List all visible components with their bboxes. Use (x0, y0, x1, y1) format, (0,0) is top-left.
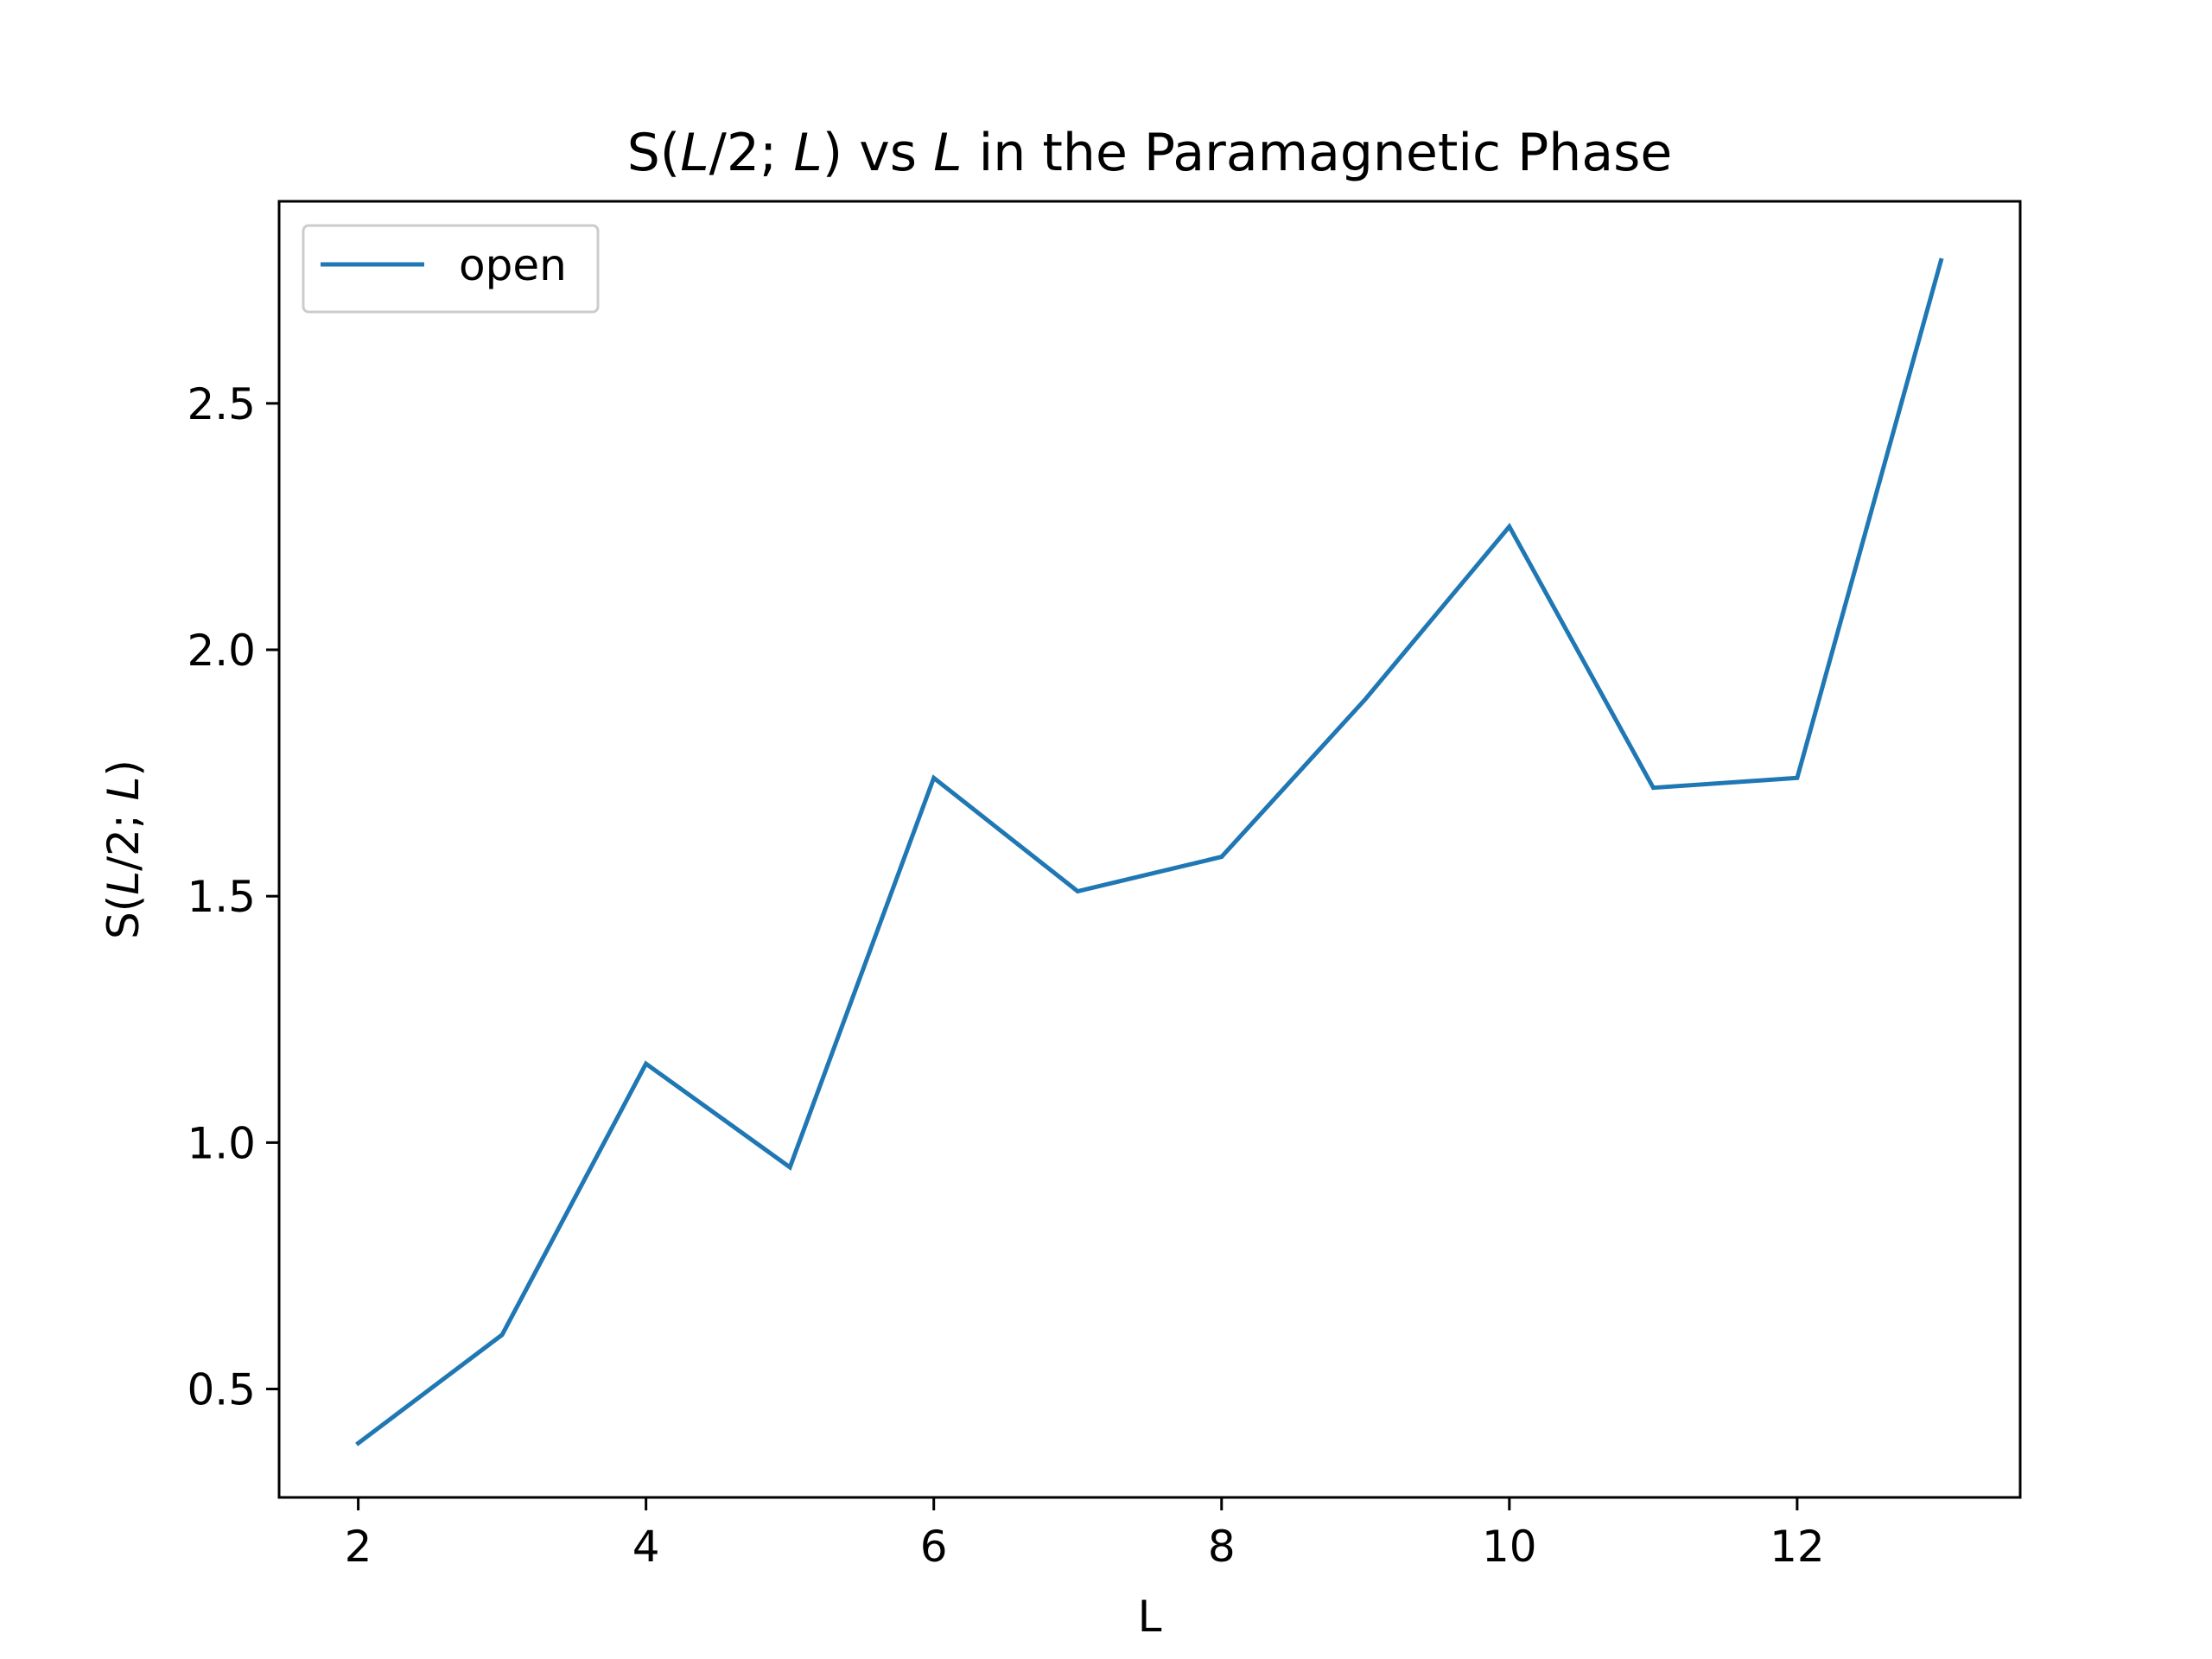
y-tick-label: 2.5 (187, 379, 256, 429)
x-tick-label: 8 (1208, 1522, 1236, 1572)
chart-title: S(L/2; L) vs L in the Paramagnetic Phase (627, 123, 1673, 183)
x-tick-label: 6 (920, 1522, 948, 1572)
legend-label-open: open (459, 240, 567, 290)
y-tick-label: 0.5 (187, 1365, 256, 1415)
y-tick-label: 1.0 (187, 1118, 256, 1168)
legend: open (302, 224, 600, 314)
series-layer (355, 257, 1944, 1446)
plot-frame (277, 200, 2022, 1499)
legend-box (302, 224, 600, 314)
x-axis-label: L (1138, 1592, 1162, 1642)
y-axis-label: S(L/2; L) (99, 760, 149, 939)
series-line-open (355, 257, 1944, 1446)
y-tick-label: 1.5 (187, 872, 256, 922)
x-tick-label: 2 (345, 1522, 372, 1572)
x-tick-label: 12 (1770, 1522, 1825, 1572)
x-tick-label: 4 (632, 1522, 660, 1572)
y-tick-label: 2.0 (187, 626, 256, 676)
x-tick-label: 10 (1482, 1522, 1537, 1572)
x-axis: 2 4 6 8 10 12 (345, 1497, 1825, 1572)
y-axis: 0.5 1.0 1.5 2.0 2.5 (187, 379, 279, 1415)
